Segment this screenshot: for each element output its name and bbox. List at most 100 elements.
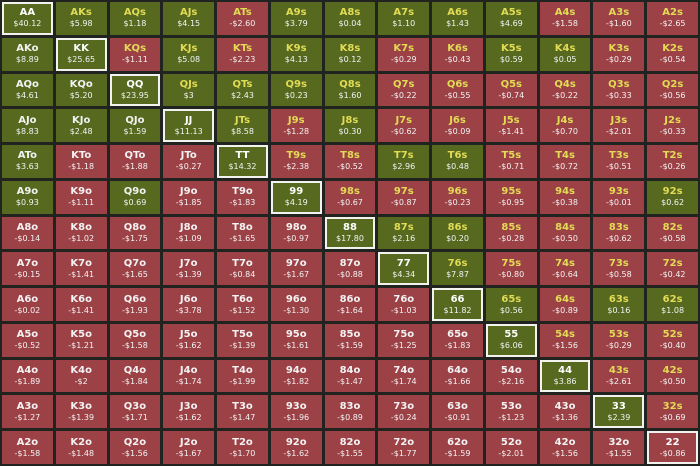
hand-cell-q7s[interactable]: Q7s -$0.22 [378,73,430,107]
hand-cell-a5o[interactable]: A5o -$0.52 [2,323,53,357]
hand-cell-k7s[interactable]: K7s -$0.29 [378,37,430,71]
hand-cell-q3s[interactable]: Q3s -$0.33 [593,73,645,107]
hand-cell-92s[interactable]: 92s $0.62 [647,180,698,214]
hand-cell-qjs[interactable]: QJs $3 [163,73,215,107]
hand-cell-74o[interactable]: 74o -$1.74 [378,359,430,393]
hand-cell-t3s[interactable]: T3s -$0.51 [593,145,645,178]
hand-cell-83o[interactable]: 83o -$0.89 [324,395,376,429]
hand-cell-k8s[interactable]: K8s $0.12 [324,37,376,71]
hand-cell-t9o[interactable]: T9o -$1.83 [217,180,268,214]
hand-cell-98o[interactable]: 98o -$0.97 [270,216,322,250]
hand-cell-95s[interactable]: 95s -$0.95 [485,180,537,214]
hand-cell-95o[interactable]: 95o -$1.61 [270,323,322,357]
hand-cell-k6s[interactable]: K6s -$0.43 [432,37,483,71]
hand-cell-q6s[interactable]: Q6s -$0.55 [432,73,483,107]
hand-cell-k4s[interactable]: K4s $0.05 [539,37,591,71]
hand-cell-92o[interactable]: 92o -$1.62 [270,431,322,464]
hand-cell-ajs[interactable]: AJs $4.15 [163,2,215,35]
hand-cell-j7o[interactable]: J7o -$1.39 [163,252,215,286]
hand-cell-76o[interactable]: 76o -$1.03 [378,288,430,321]
hand-cell-t6s[interactable]: T6s $0.48 [432,145,483,178]
hand-cell-k8o[interactable]: K8o -$1.02 [55,216,107,250]
hand-cell-k4o[interactable]: K4o -$2 [55,359,107,393]
hand-cell-83s[interactable]: 83s -$0.62 [593,216,645,250]
hand-cell-aqo[interactable]: AQo $4.61 [2,73,53,107]
hand-cell-q9o[interactable]: Q9o $0.69 [109,180,161,214]
hand-cell-kk[interactable]: KK $25.65 [55,37,107,71]
hand-cell-44[interactable]: 44 $3.86 [539,359,591,393]
hand-cell-86s[interactable]: 86s $0.20 [432,216,483,250]
hand-cell-32o[interactable]: 32o -$1.55 [593,431,645,464]
hand-cell-a7s[interactable]: A7s $1.10 [378,2,430,35]
hand-cell-kqo[interactable]: KQo $5.20 [55,73,107,107]
hand-cell-32s[interactable]: 32s -$0.69 [647,395,698,429]
hand-cell-t9s[interactable]: T9s -$2.38 [270,145,322,178]
hand-cell-t5o[interactable]: T5o -$1.39 [217,323,268,357]
hand-cell-j2s[interactable]: J2s -$0.33 [647,109,698,143]
hand-cell-82o[interactable]: 82o -$1.55 [324,431,376,464]
hand-cell-54s[interactable]: 54s -$1.56 [539,323,591,357]
hand-cell-75o[interactable]: 75o -$1.25 [378,323,430,357]
hand-cell-a3s[interactable]: A3s -$1.60 [593,2,645,35]
hand-cell-j4o[interactable]: J4o -$1.74 [163,359,215,393]
hand-cell-97o[interactable]: 97o -$1.67 [270,252,322,286]
hand-cell-a3o[interactable]: A3o -$1.27 [2,395,53,429]
hand-cell-k5s[interactable]: K5s $0.59 [485,37,537,71]
hand-cell-96s[interactable]: 96s -$0.23 [432,180,483,214]
hand-cell-jj[interactable]: JJ $11.13 [163,109,215,143]
hand-cell-62o[interactable]: 62o -$1.59 [432,431,483,464]
hand-cell-t8o[interactable]: T8o -$1.65 [217,216,268,250]
hand-cell-66[interactable]: 66 $11.82 [432,288,483,321]
hand-cell-a8s[interactable]: A8s $0.04 [324,2,376,35]
hand-cell-73o[interactable]: 73o -$0.24 [378,395,430,429]
hand-cell-t6o[interactable]: T6o -$1.52 [217,288,268,321]
hand-cell-54o[interactable]: 54o -$2.16 [485,359,537,393]
hand-cell-53s[interactable]: 53s -$0.29 [593,323,645,357]
hand-cell-q8o[interactable]: Q8o -$1.75 [109,216,161,250]
hand-cell-aqs[interactable]: AQs $1.18 [109,2,161,35]
hand-cell-j4s[interactable]: J4s -$0.70 [539,109,591,143]
hand-cell-k6o[interactable]: K6o -$1.41 [55,288,107,321]
hand-cell-j5s[interactable]: J5s -$1.41 [485,109,537,143]
hand-cell-ajo[interactable]: AJo $8.83 [2,109,53,143]
hand-cell-22[interactable]: 22 -$0.86 [647,431,698,464]
hand-cell-t4s[interactable]: T4s -$0.72 [539,145,591,178]
hand-cell-t2o[interactable]: T2o -$1.70 [217,431,268,464]
hand-cell-65o[interactable]: 65o -$1.83 [432,323,483,357]
hand-cell-q6o[interactable]: Q6o -$1.93 [109,288,161,321]
hand-cell-t2s[interactable]: T2s -$0.26 [647,145,698,178]
hand-cell-j8s[interactable]: J8s $0.30 [324,109,376,143]
hand-cell-k7o[interactable]: K7o -$1.41 [55,252,107,286]
hand-cell-q2s[interactable]: Q2s -$0.56 [647,73,698,107]
hand-cell-96o[interactable]: 96o -$1.30 [270,288,322,321]
hand-cell-87s[interactable]: 87s $2.16 [378,216,430,250]
hand-cell-87o[interactable]: 87o -$0.88 [324,252,376,286]
hand-cell-k2o[interactable]: K2o -$1.48 [55,431,107,464]
hand-cell-jts[interactable]: JTs $8.58 [217,109,268,143]
hand-cell-j2o[interactable]: J2o -$1.67 [163,431,215,464]
hand-cell-55[interactable]: 55 $6.06 [485,323,537,357]
hand-cell-k9o[interactable]: K9o -$1.11 [55,180,107,214]
hand-cell-qto[interactable]: QTo -$1.88 [109,145,161,178]
hand-cell-84s[interactable]: 84s -$0.50 [539,216,591,250]
hand-cell-j9o[interactable]: J9o -$1.85 [163,180,215,214]
hand-cell-ako[interactable]: AKo $8.89 [2,37,53,71]
hand-cell-ats[interactable]: ATs -$2.60 [217,2,268,35]
hand-cell-73s[interactable]: 73s -$0.58 [593,252,645,286]
hand-cell-52o[interactable]: 52o -$2.01 [485,431,537,464]
hand-cell-k2s[interactable]: K2s -$0.54 [647,37,698,71]
hand-cell-42o[interactable]: 42o -$1.56 [539,431,591,464]
hand-cell-42s[interactable]: 42s -$0.50 [647,359,698,393]
hand-cell-k9s[interactable]: K9s $4.13 [270,37,322,71]
hand-cell-77[interactable]: 77 $4.34 [378,252,430,286]
hand-cell-93s[interactable]: 93s -$0.01 [593,180,645,214]
hand-cell-j3o[interactable]: J3o -$1.62 [163,395,215,429]
hand-cell-aks[interactable]: AKs $5.98 [55,2,107,35]
hand-cell-a6o[interactable]: A6o -$0.02 [2,288,53,321]
hand-cell-q7o[interactable]: Q7o -$1.65 [109,252,161,286]
hand-cell-j8o[interactable]: J8o -$1.09 [163,216,215,250]
hand-cell-k3s[interactable]: K3s -$0.29 [593,37,645,71]
hand-cell-52s[interactable]: 52s -$0.40 [647,323,698,357]
hand-cell-97s[interactable]: 97s -$0.87 [378,180,430,214]
hand-cell-t7o[interactable]: T7o -$0.84 [217,252,268,286]
